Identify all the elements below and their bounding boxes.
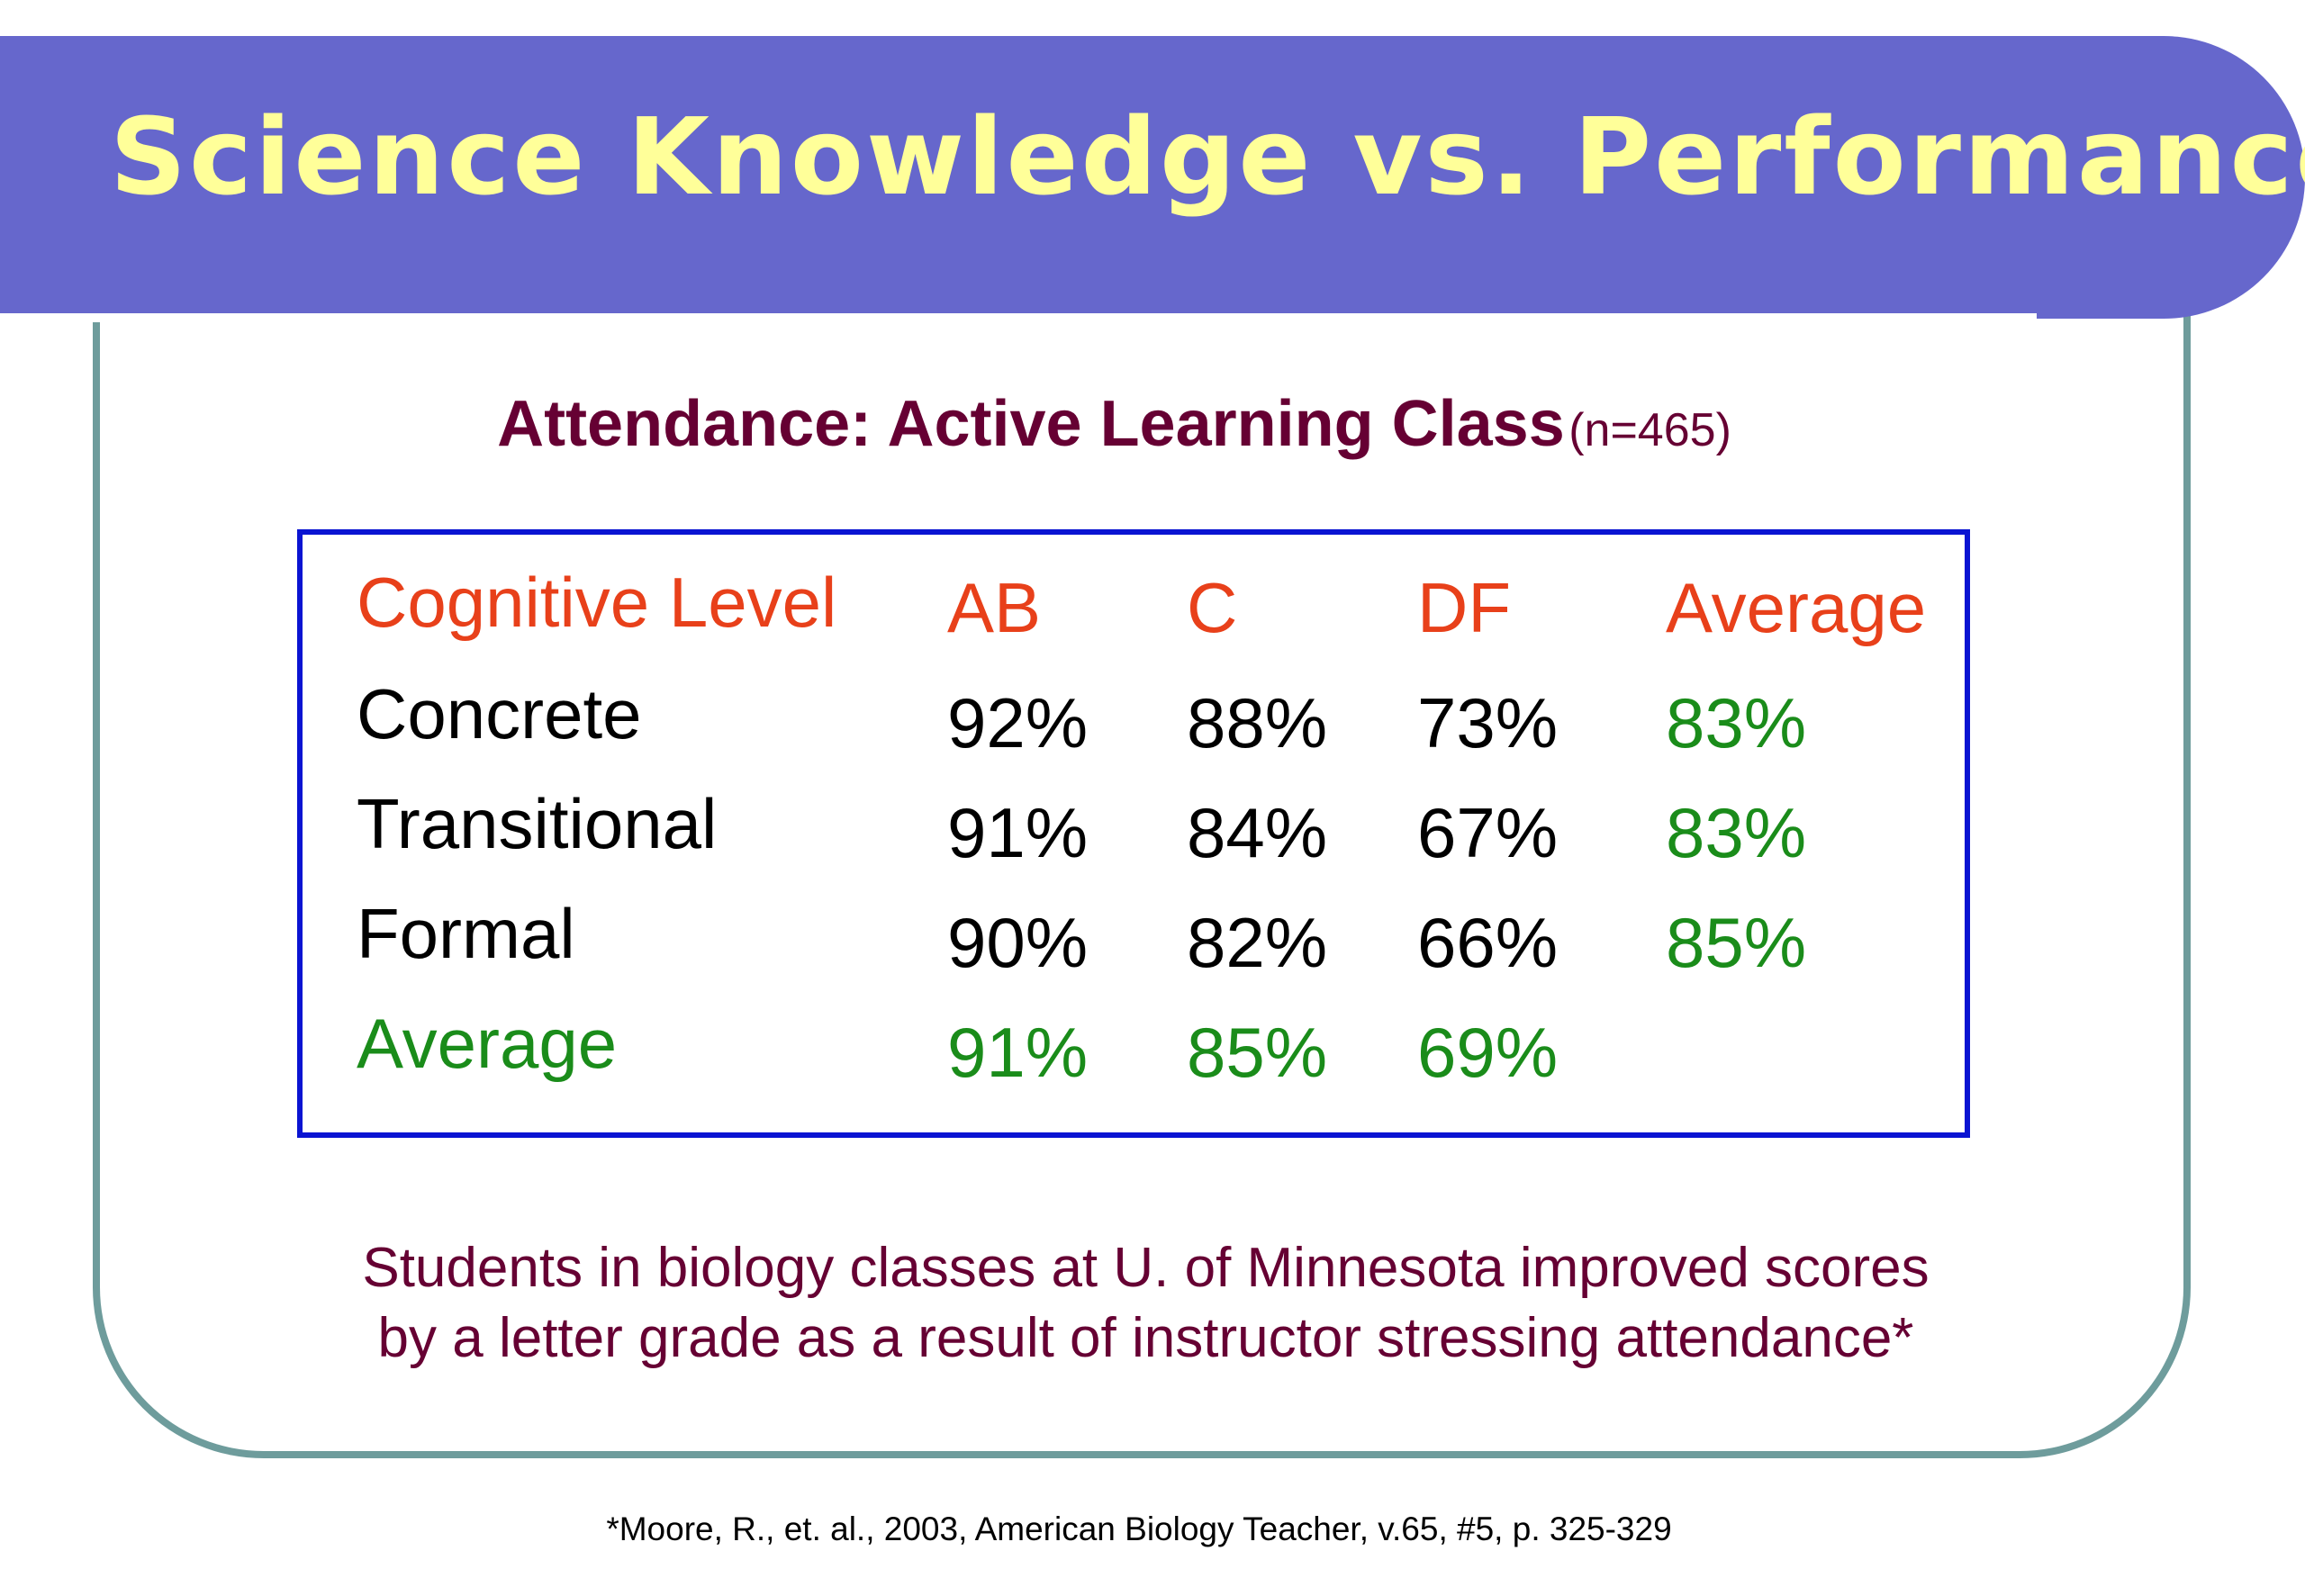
citation: *Moore, R., et. al., 2003, American Biol… xyxy=(606,1510,1672,1547)
note-line-1: Students in biology classes at U. of Min… xyxy=(362,1237,1930,1299)
table-subtitle: Attendance: Active Learning Class (n=465… xyxy=(0,387,2228,461)
header-c: C xyxy=(1187,568,1238,647)
cell-transitional-average: 83% xyxy=(1666,793,1807,872)
cell-transitional-c: 84% xyxy=(1187,793,1328,872)
cell-formal-average: 85% xyxy=(1666,903,1807,982)
row-label-transitional: Transitional xyxy=(357,784,718,863)
row-label-concrete: Concrete xyxy=(357,674,642,753)
attendance-table: Cognitive Level AB C DF Average Concrete… xyxy=(297,529,1970,1138)
note-line-2: by a letter grade as a result of instruc… xyxy=(377,1307,1914,1369)
cell-concrete-df: 73% xyxy=(1417,683,1559,762)
cell-average-df: 69% xyxy=(1417,1013,1559,1092)
cell-transitional-ab: 91% xyxy=(947,793,1089,872)
cell-average-c: 85% xyxy=(1187,1013,1328,1092)
cell-formal-ab: 90% xyxy=(947,903,1089,982)
cell-formal-df: 66% xyxy=(1417,903,1559,982)
content-frame xyxy=(93,180,2191,1458)
header-average: Average xyxy=(1666,568,1927,647)
row-label-average: Average xyxy=(357,1004,618,1083)
header-ab: AB xyxy=(947,568,1042,647)
slide-title: Science Knowledge vs. Performance xyxy=(110,95,2305,219)
cell-transitional-df: 67% xyxy=(1417,793,1559,872)
sample-size: (n=465) xyxy=(1568,404,1731,456)
cell-formal-c: 82% xyxy=(1187,903,1328,982)
header-df: DF xyxy=(1417,568,1511,647)
cell-average-ab: 91% xyxy=(947,1013,1089,1092)
cell-concrete-c: 88% xyxy=(1187,683,1328,762)
cell-concrete-ab: 92% xyxy=(947,683,1089,762)
header-cognitive-level: Cognitive Level xyxy=(357,563,837,642)
row-label-formal: Formal xyxy=(357,894,575,973)
title-banner xyxy=(0,36,2305,322)
cell-concrete-average: 83% xyxy=(1666,683,1807,762)
subtitle-main: Attendance: Active Learning Class xyxy=(497,388,1565,460)
banner-divider xyxy=(0,313,2037,322)
